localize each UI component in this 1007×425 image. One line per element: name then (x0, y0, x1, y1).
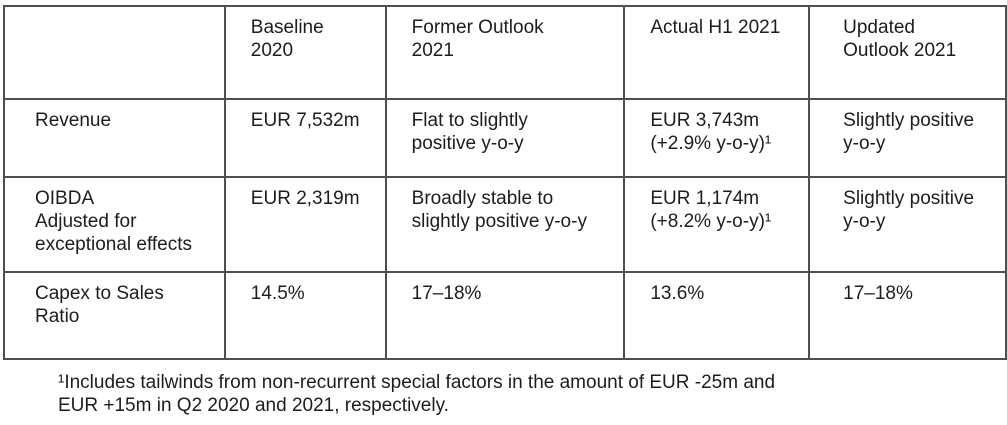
cell-oibda-actual-h1: EUR 1,174m (+8.2% y-o-y)¹ (623, 176, 811, 273)
financial-outlook-page: Baseline 2020 Former Outlook 2021 Actual… (0, 5, 1007, 425)
row-label-capex-to-sales: Capex to Sales Ratio (3, 271, 226, 360)
header-cell-actual-h1-2021: Actual H1 2021 (623, 5, 811, 100)
header-cell-baseline-2020: Baseline 2020 (223, 5, 387, 100)
cell-revenue-former-outlook: Flat to slightly positive y-o-y (384, 98, 626, 178)
table-row-revenue: Revenue EUR 7,532m Flat to slightly posi… (3, 98, 1007, 178)
footnote: ¹Includes tailwinds from non-recurrent s… (58, 372, 776, 416)
header-cell-metric (3, 5, 226, 100)
cell-revenue-updated-outlook: Slightly positive y-o-y (808, 98, 1007, 178)
header-row: Baseline 2020 Former Outlook 2021 Actual… (3, 5, 1007, 100)
cell-oibda-baseline: EUR 2,319m (223, 176, 387, 273)
cell-revenue-actual-h1: EUR 3,743m (+2.9% y-o-y)¹ (623, 98, 811, 178)
table-row-oibda: OIBDA Adjusted for exceptional effects E… (3, 176, 1007, 273)
header-cell-updated-outlook-2021: Updated Outlook 2021 (808, 5, 1007, 100)
row-label-oibda: OIBDA Adjusted for exceptional effects (3, 176, 226, 273)
cell-capex-actual-h1: 13.6% (623, 271, 811, 360)
cell-oibda-former-outlook: Broadly stable to slightly positive y-o-… (384, 176, 626, 273)
cell-revenue-baseline: EUR 7,532m (223, 98, 387, 178)
cell-capex-updated-outlook: 17–18% (808, 271, 1007, 360)
financial-outlook-table: Baseline 2020 Former Outlook 2021 Actual… (3, 5, 1007, 360)
cell-capex-baseline: 14.5% (223, 271, 387, 360)
row-label-revenue: Revenue (3, 98, 226, 178)
header-cell-former-outlook-2021: Former Outlook 2021 (384, 5, 626, 100)
cell-oibda-updated-outlook: Slightly positive y-o-y (808, 176, 1007, 273)
table-row-capex-to-sales: Capex to Sales Ratio 14.5% 17–18% 13.6% … (3, 271, 1007, 360)
cell-capex-former-outlook: 17–18% (384, 271, 626, 360)
